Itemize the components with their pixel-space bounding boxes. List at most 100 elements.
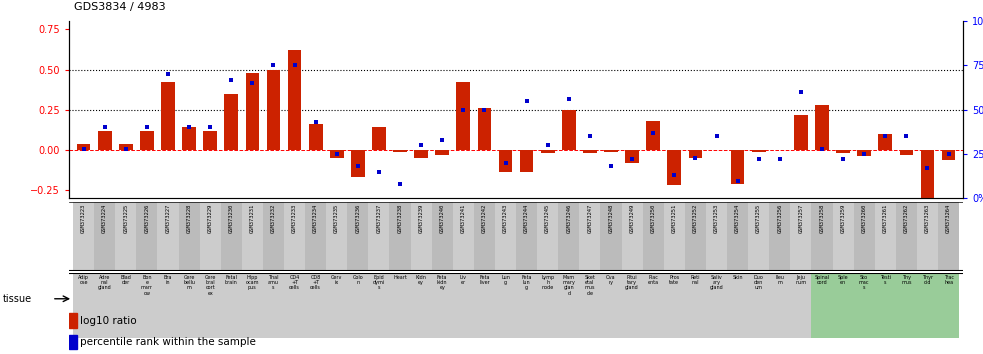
Bar xyxy=(899,150,913,155)
Text: Sple
en: Sple en xyxy=(838,275,848,285)
Point xyxy=(371,169,386,175)
Bar xyxy=(242,202,262,271)
Bar xyxy=(667,150,681,185)
Bar xyxy=(161,82,175,150)
Bar xyxy=(347,202,369,271)
Point xyxy=(751,156,767,162)
Text: GSM373236: GSM373236 xyxy=(355,204,361,233)
Bar xyxy=(182,127,196,150)
Text: Liv
er: Liv er xyxy=(460,275,467,285)
Bar xyxy=(309,124,322,150)
Bar xyxy=(203,131,217,150)
Text: GSM373246: GSM373246 xyxy=(566,204,571,233)
Text: Adre
nal
gland: Adre nal gland xyxy=(97,275,111,290)
Bar xyxy=(179,273,200,338)
Text: Thy
mus: Thy mus xyxy=(901,275,911,285)
Bar xyxy=(242,273,262,338)
Bar xyxy=(685,273,706,338)
Bar xyxy=(478,108,492,150)
Text: GSM373253: GSM373253 xyxy=(714,204,719,233)
Text: GSM373241: GSM373241 xyxy=(461,204,466,233)
Text: GSM373227: GSM373227 xyxy=(165,204,170,233)
Point xyxy=(561,96,577,102)
Bar xyxy=(94,273,115,338)
Bar xyxy=(326,202,347,271)
Text: Reti
nal: Reti nal xyxy=(691,275,700,285)
Bar xyxy=(896,273,917,338)
Point xyxy=(455,107,471,113)
Bar xyxy=(330,150,344,158)
Text: GSM373237: GSM373237 xyxy=(376,204,381,233)
Text: GSM373248: GSM373248 xyxy=(608,204,613,233)
Bar xyxy=(643,273,664,338)
Point xyxy=(604,164,619,169)
Text: GSM373224: GSM373224 xyxy=(102,204,107,233)
Bar xyxy=(921,150,934,201)
Bar xyxy=(266,69,280,150)
Text: GSM373234: GSM373234 xyxy=(314,204,318,233)
Text: GSM373255: GSM373255 xyxy=(756,204,761,233)
Text: GSM373252: GSM373252 xyxy=(693,204,698,233)
Text: GSM373247: GSM373247 xyxy=(588,204,593,233)
Text: GSM373256: GSM373256 xyxy=(778,204,782,233)
Point xyxy=(497,160,513,166)
Text: GSM373258: GSM373258 xyxy=(820,204,825,233)
Text: log10 ratio: log10 ratio xyxy=(80,315,137,326)
Text: Bra
in: Bra in xyxy=(164,275,172,285)
Text: Colo
n: Colo n xyxy=(353,275,364,285)
Text: CD4
+T
cells: CD4 +T cells xyxy=(289,275,300,290)
Bar xyxy=(369,273,389,338)
Bar xyxy=(288,50,302,150)
Bar xyxy=(541,150,554,153)
Text: GSM373251: GSM373251 xyxy=(671,204,677,233)
Point xyxy=(118,146,134,152)
Text: percentile rank within the sample: percentile rank within the sample xyxy=(80,337,256,347)
Text: GSM373231: GSM373231 xyxy=(250,204,255,233)
Point xyxy=(898,133,914,139)
Point xyxy=(941,151,956,157)
Point xyxy=(413,142,429,148)
Bar xyxy=(179,202,200,271)
Bar xyxy=(73,202,94,271)
Bar xyxy=(562,110,576,150)
Bar xyxy=(917,273,938,338)
Bar xyxy=(875,273,896,338)
Bar xyxy=(262,273,284,338)
Text: Plac
enta: Plac enta xyxy=(648,275,659,285)
Bar xyxy=(435,150,449,155)
Bar xyxy=(224,94,238,150)
Point xyxy=(202,125,218,130)
Point xyxy=(519,98,535,104)
Bar xyxy=(411,273,432,338)
Bar xyxy=(453,273,474,338)
Point xyxy=(666,172,682,178)
Point xyxy=(181,125,197,130)
Text: Cerv
ix: Cerv ix xyxy=(331,275,342,285)
Text: GDS3834 / 4983: GDS3834 / 4983 xyxy=(74,2,165,12)
Point xyxy=(245,80,260,86)
Bar xyxy=(516,202,537,271)
Bar xyxy=(246,73,260,150)
Bar xyxy=(647,121,660,150)
Bar xyxy=(770,202,790,271)
Bar xyxy=(94,202,115,271)
Point xyxy=(160,72,176,77)
Text: GSM373226: GSM373226 xyxy=(145,204,149,233)
Bar xyxy=(621,202,643,271)
Bar xyxy=(727,202,748,271)
Text: GSM373259: GSM373259 xyxy=(840,204,845,233)
Point xyxy=(836,156,851,162)
Bar xyxy=(770,273,790,338)
Bar xyxy=(942,150,955,160)
Bar xyxy=(69,335,77,349)
Bar xyxy=(579,202,601,271)
Bar xyxy=(432,273,453,338)
Bar xyxy=(853,202,875,271)
Point xyxy=(265,63,281,68)
Bar xyxy=(369,202,389,271)
Bar xyxy=(815,105,829,150)
Text: GSM373239: GSM373239 xyxy=(419,204,424,233)
Bar xyxy=(643,202,664,271)
Text: GSM373245: GSM373245 xyxy=(546,204,550,233)
Text: Jeju
num: Jeju num xyxy=(795,275,806,285)
